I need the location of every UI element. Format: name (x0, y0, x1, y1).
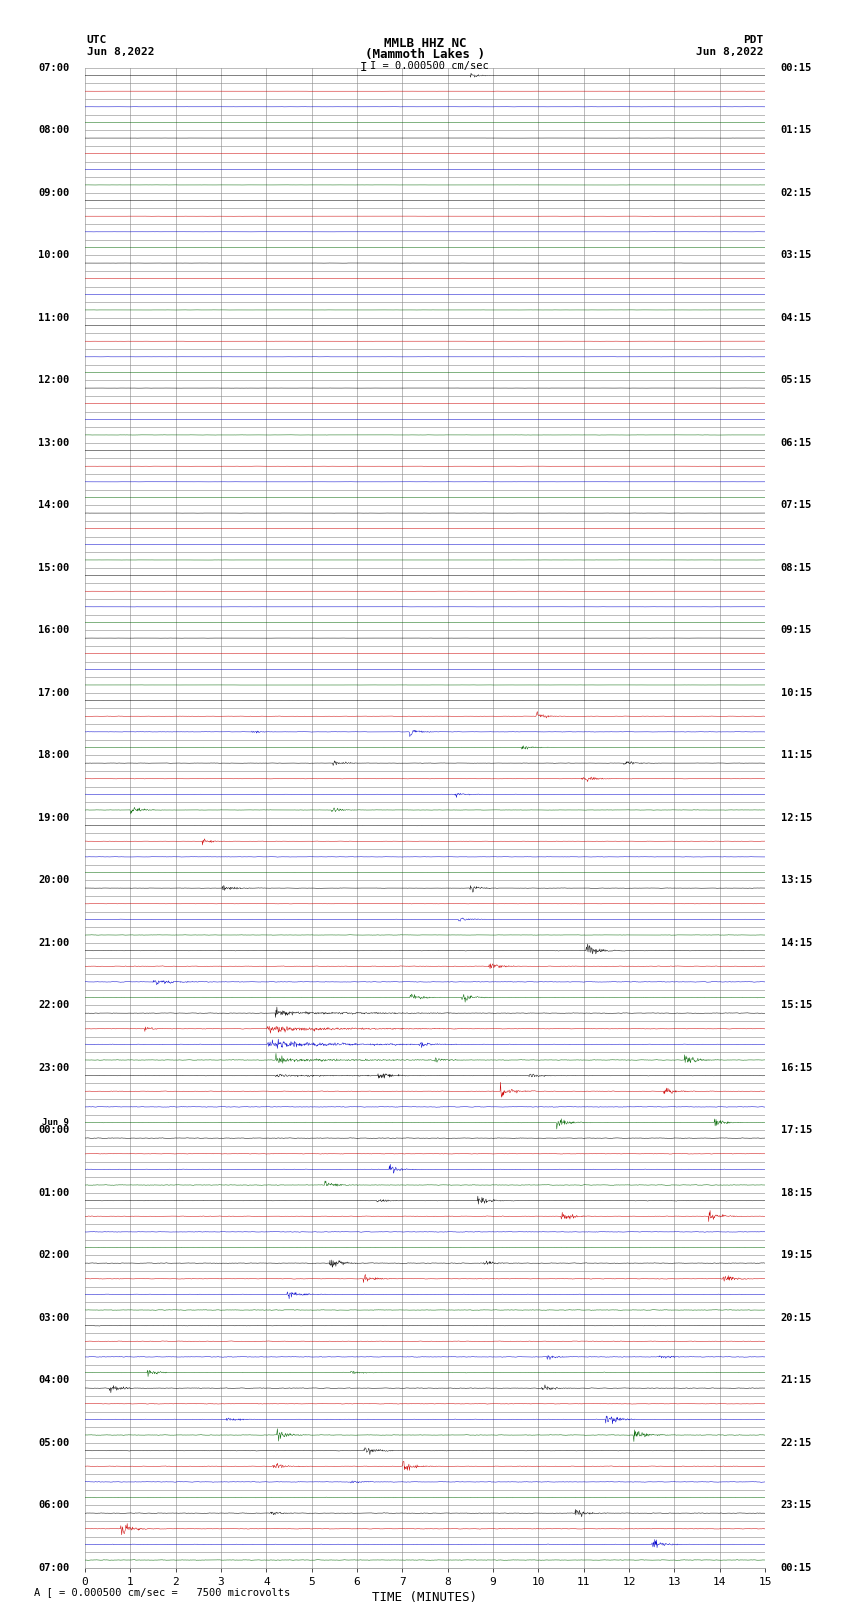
Text: 09:15: 09:15 (781, 626, 812, 636)
X-axis label: TIME (MINUTES): TIME (MINUTES) (372, 1590, 478, 1603)
Text: 01:00: 01:00 (38, 1187, 69, 1198)
Text: 04:15: 04:15 (781, 313, 812, 323)
Text: I = 0.000500 cm/sec: I = 0.000500 cm/sec (370, 61, 489, 71)
Text: 21:15: 21:15 (781, 1376, 812, 1386)
Text: 11:00: 11:00 (38, 313, 69, 323)
Text: 18:15: 18:15 (781, 1187, 812, 1198)
Text: 14:15: 14:15 (781, 937, 812, 948)
Text: PDT: PDT (743, 35, 763, 45)
Text: 10:15: 10:15 (781, 687, 812, 698)
Text: 22:00: 22:00 (38, 1000, 69, 1010)
Text: MMLB HHZ NC: MMLB HHZ NC (383, 37, 467, 50)
Text: 19:00: 19:00 (38, 813, 69, 823)
Text: 03:00: 03:00 (38, 1313, 69, 1323)
Text: 17:00: 17:00 (38, 687, 69, 698)
Text: 23:00: 23:00 (38, 1063, 69, 1073)
Text: 13:00: 13:00 (38, 437, 69, 448)
Text: 00:15: 00:15 (781, 63, 812, 73)
Text: 16:15: 16:15 (781, 1063, 812, 1073)
Text: 15:00: 15:00 (38, 563, 69, 573)
Text: 11:15: 11:15 (781, 750, 812, 760)
Text: Jun 9: Jun 9 (42, 1118, 69, 1127)
Text: 08:15: 08:15 (781, 563, 812, 573)
Text: Jun 8,2022: Jun 8,2022 (696, 47, 763, 56)
Text: 16:00: 16:00 (38, 626, 69, 636)
Text: 22:15: 22:15 (781, 1437, 812, 1448)
Text: 23:15: 23:15 (781, 1500, 812, 1510)
Text: 17:15: 17:15 (781, 1126, 812, 1136)
Text: 02:15: 02:15 (781, 187, 812, 198)
Text: 18:00: 18:00 (38, 750, 69, 760)
Text: 20:00: 20:00 (38, 876, 69, 886)
Text: 21:00: 21:00 (38, 937, 69, 948)
Text: 05:00: 05:00 (38, 1437, 69, 1448)
Text: 07:00: 07:00 (38, 63, 69, 73)
Text: 20:15: 20:15 (781, 1313, 812, 1323)
Text: 10:00: 10:00 (38, 250, 69, 260)
Text: 03:15: 03:15 (781, 250, 812, 260)
Text: 05:15: 05:15 (781, 376, 812, 386)
Text: 06:15: 06:15 (781, 437, 812, 448)
Text: 19:15: 19:15 (781, 1250, 812, 1260)
Text: 13:15: 13:15 (781, 876, 812, 886)
Text: 00:15: 00:15 (781, 1563, 812, 1573)
Text: 04:00: 04:00 (38, 1376, 69, 1386)
Text: 09:00: 09:00 (38, 187, 69, 198)
Text: 07:15: 07:15 (781, 500, 812, 510)
Text: UTC: UTC (87, 35, 107, 45)
Text: Jun 8,2022: Jun 8,2022 (87, 47, 154, 56)
Text: 12:15: 12:15 (781, 813, 812, 823)
Text: 06:00: 06:00 (38, 1500, 69, 1510)
Text: 14:00: 14:00 (38, 500, 69, 510)
Text: 08:00: 08:00 (38, 126, 69, 135)
Text: (Mammoth Lakes ): (Mammoth Lakes ) (365, 48, 485, 61)
Text: 01:15: 01:15 (781, 126, 812, 135)
Text: 02:00: 02:00 (38, 1250, 69, 1260)
Text: 12:00: 12:00 (38, 376, 69, 386)
Text: I: I (360, 61, 367, 74)
Text: 07:00: 07:00 (38, 1563, 69, 1573)
Text: A [ = 0.000500 cm/sec =   7500 microvolts: A [ = 0.000500 cm/sec = 7500 microvolts (34, 1587, 290, 1597)
Text: 15:15: 15:15 (781, 1000, 812, 1010)
Text: 00:00: 00:00 (38, 1126, 69, 1136)
